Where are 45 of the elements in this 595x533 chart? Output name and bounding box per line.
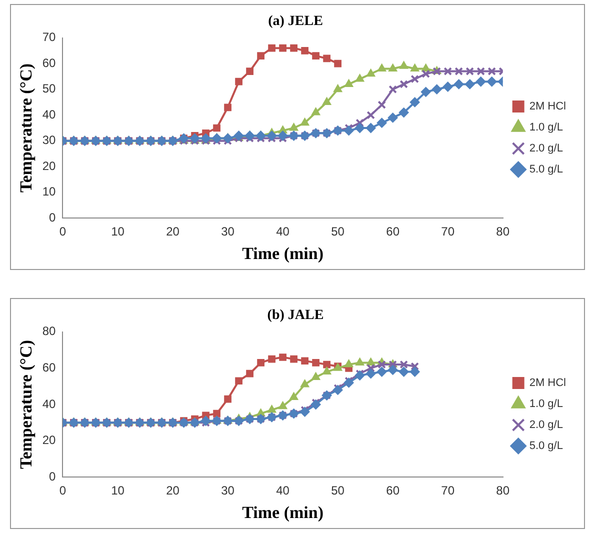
x-tick-label: 20 xyxy=(166,484,180,498)
x-axis-title: Time (min) xyxy=(242,244,324,264)
x-tick-label: 70 xyxy=(441,484,455,498)
legend-label: 2.0 g/L xyxy=(529,419,563,432)
x-tick-label: 0 xyxy=(59,224,66,239)
y-tick-label: 80 xyxy=(42,324,56,338)
legend-label: 5.0 g/L xyxy=(529,164,563,176)
legend-label: 2M HCl xyxy=(529,377,566,390)
x-tick-label: 10 xyxy=(111,224,125,239)
x-tick-label: 40 xyxy=(276,224,290,239)
legend-label: 2M HCl xyxy=(529,100,566,113)
x-tick-label: 50 xyxy=(331,484,345,498)
y-tick-label: 0 xyxy=(49,470,56,484)
x-tick-label: 20 xyxy=(166,224,180,239)
x-tick-label: 30 xyxy=(221,224,235,239)
y-tick-label: 60 xyxy=(42,360,56,374)
chart-title: (b) JALE xyxy=(267,308,324,324)
y-tick-label: 50 xyxy=(42,82,56,96)
x-tick-label: 30 xyxy=(221,484,235,498)
x-tick-label: 10 xyxy=(111,484,125,498)
x-tick-label: 70 xyxy=(441,224,455,239)
y-axis-title: Temperature (°C) xyxy=(16,340,36,470)
y-axis-title: Temperature (°C) xyxy=(16,63,36,193)
y-tick-label: 0 xyxy=(49,210,56,225)
y-tick-label: 60 xyxy=(42,56,56,70)
x-tick-label: 0 xyxy=(59,484,66,498)
y-tick-label: 70 xyxy=(42,30,56,44)
legend-label: 1.0 g/L xyxy=(529,398,563,410)
y-tick-label: 10 xyxy=(42,184,56,199)
y-tick-label: 40 xyxy=(42,396,56,411)
x-tick-label: 50 xyxy=(331,224,345,239)
chart-title: (a) JELE xyxy=(268,14,323,30)
x-tick-label: 80 xyxy=(496,484,510,498)
x-tick-label: 40 xyxy=(276,484,290,498)
y-tick-label: 40 xyxy=(42,107,56,122)
y-tick-label: 30 xyxy=(42,133,56,148)
legend-label: 5.0 g/L xyxy=(529,440,563,452)
y-tick-label: 20 xyxy=(42,158,56,173)
x-tick-label: 60 xyxy=(386,484,400,498)
y-tick-label: 20 xyxy=(42,433,56,448)
legend-label: 1.0 g/L xyxy=(529,122,563,134)
x-tick-label: 80 xyxy=(496,224,510,239)
x-tick-label: 60 xyxy=(386,224,400,239)
legend-label: 2.0 g/L xyxy=(529,142,563,155)
x-axis-title: Time (min) xyxy=(242,503,324,522)
